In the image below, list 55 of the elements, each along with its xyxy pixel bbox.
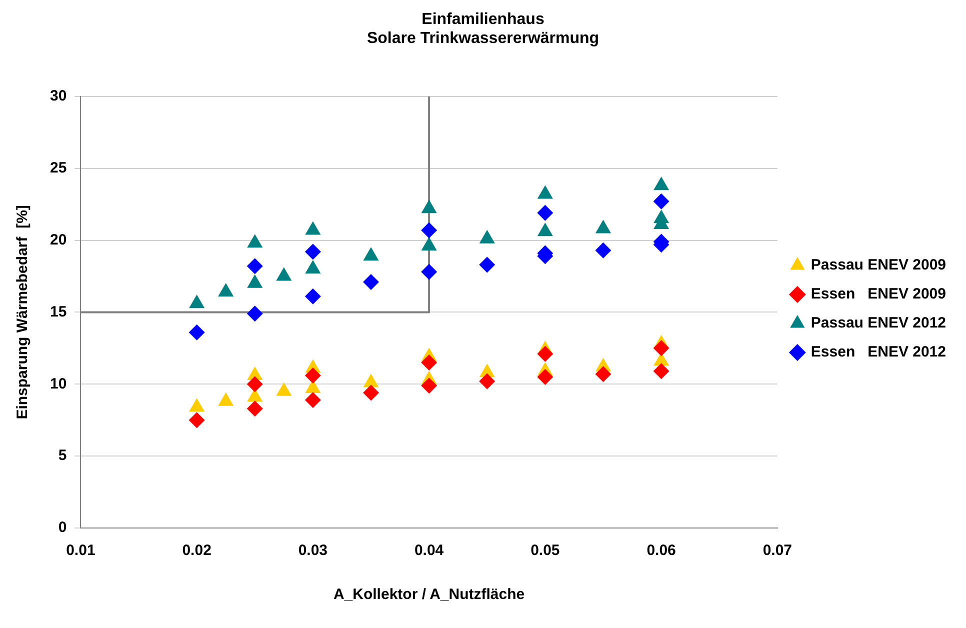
point xyxy=(305,260,321,274)
x-axis-title: A_Kollektor / A_Nutzfläche xyxy=(333,586,525,604)
point xyxy=(246,376,263,392)
point xyxy=(218,392,234,406)
y-tick-label: 25 xyxy=(50,159,67,176)
y-tick-label: 5 xyxy=(58,447,67,464)
point xyxy=(362,384,379,401)
point xyxy=(595,366,612,382)
legend-label: Essen ENEV 2012 xyxy=(810,344,946,361)
point xyxy=(537,222,553,236)
point xyxy=(653,340,670,356)
point xyxy=(188,412,205,428)
point xyxy=(276,382,292,396)
point xyxy=(363,374,379,388)
point xyxy=(276,267,292,281)
point xyxy=(479,373,496,390)
y-tick-label: 20 xyxy=(50,231,67,248)
y-tick-label: 15 xyxy=(50,303,67,320)
point xyxy=(188,324,205,340)
point xyxy=(189,398,205,412)
point xyxy=(537,346,554,362)
point xyxy=(246,400,263,417)
point xyxy=(537,185,553,199)
x-tick-label: 0.02 xyxy=(182,542,212,560)
point xyxy=(653,363,670,380)
y-tick-label: 30 xyxy=(50,88,67,105)
point xyxy=(247,234,263,248)
point xyxy=(304,392,321,408)
point xyxy=(421,200,437,214)
legend-label: Passau ENEV 2009 xyxy=(810,256,946,274)
chart-title: Einfamilienhaus Solare Trinkwassererwärmung xyxy=(366,11,600,48)
x-tick-label: 0.04 xyxy=(414,542,444,560)
point xyxy=(537,368,554,385)
point xyxy=(421,237,437,251)
point xyxy=(363,247,379,261)
point xyxy=(189,294,205,308)
point xyxy=(421,378,438,394)
legend-label: Passau ENEV 2012 xyxy=(810,314,946,332)
point xyxy=(304,368,321,384)
point xyxy=(421,354,438,371)
y-tick-label: 10 xyxy=(50,375,67,392)
x-tick-label: 0.03 xyxy=(298,542,328,560)
x-tick-label: 0.01 xyxy=(66,542,96,560)
x-tick-label: 0.05 xyxy=(530,542,560,560)
y-axis-title: Einsparung Wärmebedarf [%] xyxy=(14,205,32,420)
x-tick-label: 0.06 xyxy=(646,542,676,560)
y-tick-label: 0 xyxy=(58,519,67,536)
point xyxy=(305,221,321,235)
legend-label: Essen ENEV 2009 xyxy=(810,286,946,303)
x-tick-label: 0.07 xyxy=(762,542,792,560)
point xyxy=(653,176,670,190)
point xyxy=(247,274,263,288)
point xyxy=(595,220,612,234)
point xyxy=(479,230,495,244)
point xyxy=(218,283,234,297)
